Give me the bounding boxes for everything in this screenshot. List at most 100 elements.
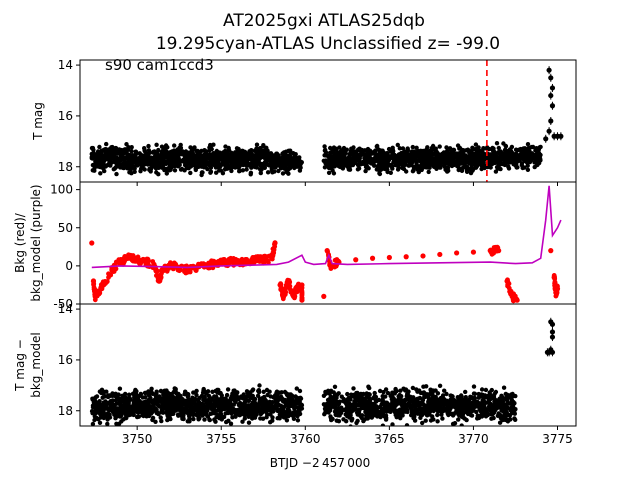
data-point [236,165,241,170]
data-point [264,254,270,259]
data-point [440,416,445,421]
data-point [435,419,440,424]
data-point [386,254,392,261]
data-point [322,165,328,170]
data-point [503,391,508,397]
data-point [497,162,503,167]
data-point [514,165,519,170]
data-point [217,150,222,155]
data-point [248,395,253,400]
data-point [167,415,172,420]
data-point [258,398,263,403]
data-point [367,401,372,406]
data-point [341,396,346,402]
data-point [328,266,334,271]
data-point [498,149,503,154]
data-point [293,152,298,157]
data-point [464,169,470,174]
data-point [428,160,433,165]
data-point [385,409,391,414]
data-point [268,420,273,425]
data-point [209,411,214,416]
data-point [231,153,236,158]
data-point [279,409,284,415]
data-point [404,423,410,426]
data-point [420,408,426,413]
data-point [321,293,327,299]
data-point [106,147,112,152]
data-point [152,398,157,403]
data-point [154,142,159,147]
data-point [273,400,278,405]
data-point [102,147,108,152]
data-point [295,418,301,423]
data-point [171,151,177,156]
y-tick-label: 18 [58,160,73,174]
data-point [294,386,299,391]
data-point [96,161,102,167]
data-point [133,392,139,397]
data-point [341,417,346,422]
data-point [332,384,338,389]
plot-area [89,317,556,426]
data-point [107,401,113,406]
data-point [261,408,267,413]
data-point [339,152,344,157]
data-point [350,161,355,166]
data-point [247,408,252,413]
data-point [113,165,119,170]
data-point [192,401,197,406]
data-point [427,155,432,160]
data-point [348,424,353,426]
data-point [357,156,362,162]
data-point [110,149,116,154]
data-point [420,253,426,259]
data-point [401,150,406,155]
data-point [91,281,97,286]
data-point [355,392,360,398]
data-point [525,163,530,168]
data-point [395,142,400,148]
data-point [549,103,556,109]
data-point [471,391,477,396]
data-point [228,165,233,170]
data-point [150,149,156,155]
data-point [268,394,273,399]
data-point [410,151,415,156]
data-point [383,404,389,409]
data-point [365,151,370,156]
data-point [328,395,333,400]
data-point [333,153,339,158]
data-point [208,170,213,175]
data-point [357,146,362,151]
data-point [496,145,501,151]
data-point [111,153,117,158]
data-point [158,272,164,278]
y-axis-label: bkg_model (purple) [29,184,43,301]
data-point [269,403,274,409]
data-point [262,397,267,402]
data-point [475,413,480,418]
data-point [446,156,451,162]
data-point [246,403,252,408]
data-point [118,257,123,263]
data-point [127,254,132,260]
data-point [122,257,128,263]
data-point [143,406,149,411]
data-point [130,153,135,158]
data-point [404,393,409,399]
data-point [190,395,195,400]
data-point [390,149,396,154]
data-point [173,389,178,394]
data-point [186,408,191,413]
data-point [468,409,473,414]
data-point [254,150,259,155]
data-point [326,170,332,175]
data-point [290,162,295,167]
data-point [124,142,129,147]
data-point [240,419,245,424]
data-point [379,402,384,407]
data-point [410,385,416,391]
